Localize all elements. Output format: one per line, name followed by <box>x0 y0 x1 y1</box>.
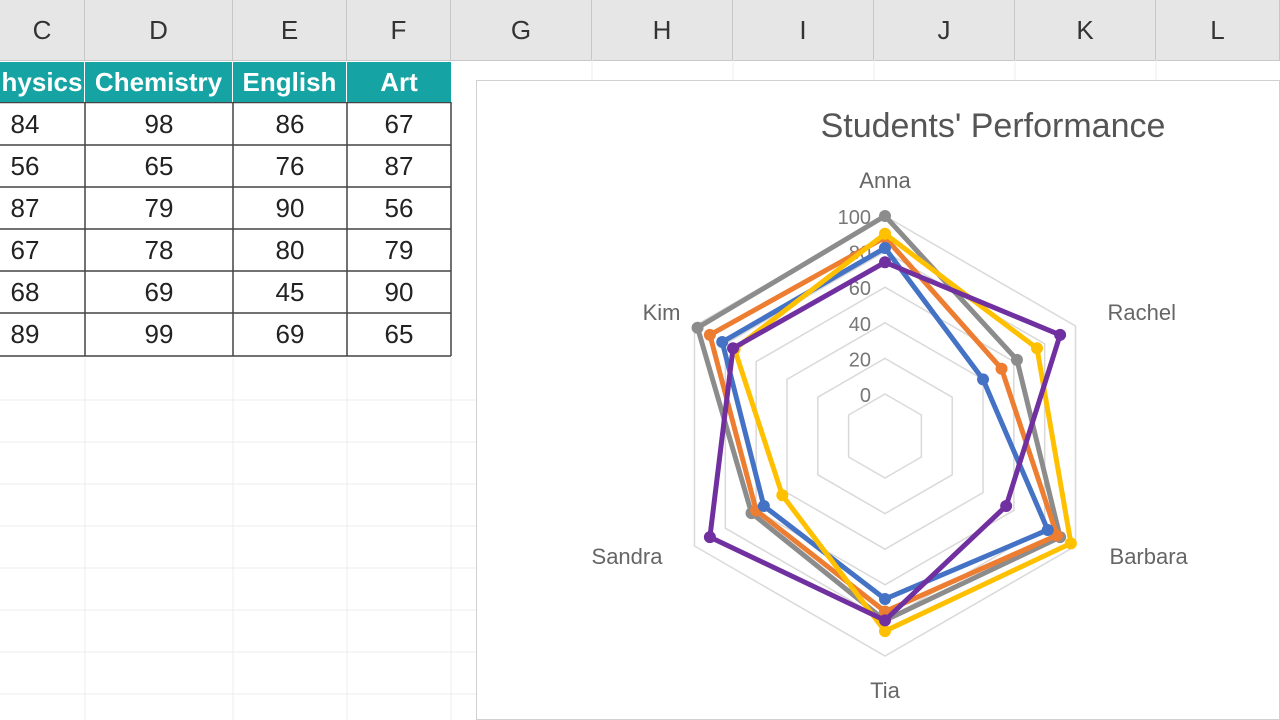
grid-ring <box>847 393 923 479</box>
series-point <box>757 499 770 512</box>
grid-ring <box>693 215 1077 657</box>
category-label: Tia <box>870 678 901 703</box>
column-header-row: C D E F G H I J K L <box>0 0 1280 61</box>
series-point <box>703 531 716 544</box>
table-cell[interactable]: 98 <box>144 108 174 139</box>
series-point <box>1000 499 1013 512</box>
series-point <box>716 336 729 349</box>
table-cell[interactable]: 87 <box>384 150 414 181</box>
grid-ring <box>817 357 953 515</box>
table-cell[interactable]: 90 <box>384 276 414 307</box>
category-label: Anna <box>859 168 911 193</box>
r-tick-label: 40 <box>849 314 871 336</box>
table-cell[interactable]: 78 <box>144 234 174 265</box>
column-header-i[interactable]: I <box>733 0 874 60</box>
table-cell[interactable]: 87 <box>10 192 40 223</box>
column-header-f[interactable]: F <box>347 0 451 60</box>
table-cell[interactable]: 45 <box>275 276 305 307</box>
series-point <box>1010 353 1023 366</box>
series-point <box>995 362 1008 375</box>
series-point <box>1051 529 1064 542</box>
r-tick-label: 100 <box>838 207 871 229</box>
category-label: Kim <box>643 300 681 325</box>
category-label: Sandra <box>592 544 664 569</box>
table-cell[interactable]: 67 <box>10 234 40 265</box>
r-tick-label: 0 <box>860 385 871 407</box>
table-cell[interactable]: 56 <box>384 192 414 223</box>
table-borders <box>0 102 452 357</box>
table-cell[interactable]: 90 <box>275 192 305 223</box>
series-point <box>879 210 891 222</box>
series-point <box>977 373 990 386</box>
table-cell[interactable]: 99 <box>144 318 174 349</box>
radar-chart[interactable]: Students' Performance 0 20 40 60 80 100 Anna R… <box>476 80 1280 720</box>
table-cell[interactable]: 65 <box>144 150 174 181</box>
category-label: Rachel <box>1108 300 1176 325</box>
sheet-gridlines <box>0 60 1157 720</box>
series-point <box>879 256 891 269</box>
series-point <box>1041 523 1054 536</box>
chart-title[interactable]: Students' Performance <box>820 107 1166 145</box>
column-header-e[interactable]: E <box>233 0 347 60</box>
table-cell[interactable]: 89 <box>10 318 40 349</box>
r-tick-label: 20 <box>849 349 871 371</box>
series-point <box>879 593 891 606</box>
r-tick-label: 60 <box>849 278 871 300</box>
table-cell[interactable]: 65 <box>384 318 414 349</box>
category-label: Barbara <box>1110 544 1189 569</box>
series-point <box>879 625 891 638</box>
column-header-h[interactable]: H <box>592 0 733 60</box>
table-cell[interactable]: 69 <box>144 276 174 307</box>
header-chemistry[interactable]: Chemistry <box>85 62 233 102</box>
series-point <box>691 321 704 334</box>
series-point <box>703 328 716 341</box>
series-point <box>879 242 891 255</box>
series-point <box>1054 328 1067 341</box>
header-physics[interactable]: hysics <box>0 62 85 102</box>
series-point <box>879 227 891 240</box>
column-header-k[interactable]: K <box>1015 0 1156 60</box>
table-cell[interactable]: 86 <box>275 108 305 139</box>
column-header-d[interactable]: D <box>85 0 233 60</box>
table-cell[interactable]: 56 <box>10 150 40 181</box>
column-header-l[interactable]: L <box>1156 0 1280 60</box>
table-cell[interactable]: 84 <box>10 108 40 139</box>
column-header-g[interactable]: G <box>451 0 592 60</box>
header-english[interactable]: English <box>233 62 347 102</box>
series-point <box>1030 342 1043 355</box>
table-cell[interactable]: 79 <box>384 234 414 265</box>
series-point <box>776 489 789 502</box>
series-point <box>1064 537 1077 550</box>
table-cell[interactable]: 76 <box>275 150 305 181</box>
table-cell[interactable]: 69 <box>275 318 305 349</box>
column-header-c[interactable]: C <box>0 0 85 60</box>
column-header-j[interactable]: J <box>874 0 1015 60</box>
series-point <box>727 342 740 355</box>
table-cell[interactable]: 68 <box>10 276 40 307</box>
table-cell[interactable]: 67 <box>384 108 414 139</box>
table-cell[interactable]: 79 <box>144 192 174 223</box>
grid-ring <box>786 321 984 551</box>
table-cell[interactable]: 80 <box>275 234 305 265</box>
series-point <box>879 614 891 627</box>
header-art[interactable]: Art <box>347 62 451 102</box>
